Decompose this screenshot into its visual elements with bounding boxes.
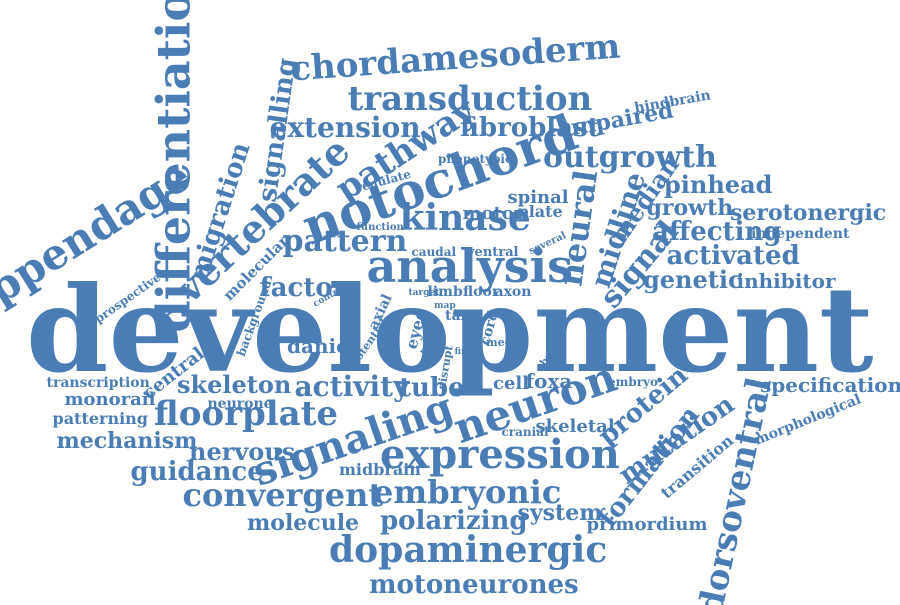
word-activated: activated <box>666 241 800 271</box>
word-expression: expression <box>380 431 620 478</box>
word-function: function <box>356 222 404 233</box>
word-motor: motor <box>462 203 524 224</box>
word-floor: floor <box>463 284 500 300</box>
word-kinase: kinase <box>399 197 531 239</box>
word-pinhead: pinhead <box>664 170 773 199</box>
word-motoneurones: motoneurones <box>369 570 579 600</box>
word-skeletal: skeletal <box>535 416 615 437</box>
word-analysis: analysis <box>366 239 574 293</box>
word-skeleton: skeleton <box>177 370 292 399</box>
word-caudal: caudal <box>411 245 457 259</box>
word-pattern: pattern <box>282 224 408 259</box>
word-foxa: foxa <box>525 369 573 393</box>
word-outgrowth: outgrowth <box>543 140 717 175</box>
word-specification: specification <box>760 373 900 397</box>
word-affecting: affecting <box>652 217 782 247</box>
word-limb: limb <box>427 284 463 300</box>
word-cell: cell <box>493 373 530 394</box>
word-development: development <box>26 260 874 399</box>
word-nervous: nervous <box>189 437 296 466</box>
word-map: map <box>434 300 456 311</box>
word-axon: axon <box>494 284 532 300</box>
word-phenotypic: phenotypic <box>438 152 513 166</box>
word-embryonic: embryonic <box>373 473 562 511</box>
word-monorail: monorail <box>64 389 156 410</box>
word-system: system <box>517 500 603 526</box>
word-neurone: neurone <box>207 396 273 412</box>
word-tube: tube <box>399 373 465 403</box>
word-plate: plate <box>517 202 563 221</box>
word-floorplate: floorplate <box>154 394 339 434</box>
word-ventral: ventral <box>467 244 519 260</box>
word-molecule: molecule <box>247 510 360 536</box>
word-serotonergic: serotonergic <box>730 200 887 226</box>
word-fibroblast: fibroblast <box>460 113 600 143</box>
word-genetic: genetic <box>643 265 743 294</box>
word-spinal: spinal <box>507 187 569 208</box>
word-dopaminergic: dopaminergic <box>329 529 608 571</box>
word-patterning: patterning <box>52 409 148 428</box>
word-transduction: transduction <box>347 79 593 119</box>
word-independent: independent <box>751 226 850 242</box>
word-polarizing: polarizing <box>380 506 528 536</box>
word-extension: extension <box>269 111 421 144</box>
word-transcription: transcription <box>46 375 150 391</box>
word-tail: tail <box>445 308 472 324</box>
word-midbrain: midbrain <box>339 460 421 479</box>
word-growth: growth <box>646 195 734 221</box>
word-guidance: guidance <box>130 457 264 487</box>
word-primordium: primordium <box>586 514 708 535</box>
word-cranial: cranial <box>501 425 549 439</box>
word-danio: danio <box>287 334 350 358</box>
word-target: target <box>408 287 440 298</box>
word-convergent: convergent <box>182 476 384 514</box>
word-fin: fin <box>454 346 468 357</box>
word-factor: factor <box>259 273 347 303</box>
word-medial: medial <box>486 335 528 349</box>
word-embryo: embryo <box>608 375 659 389</box>
word-inhibitor: inhibitor <box>736 269 836 293</box>
word-activity: activity <box>294 370 410 403</box>
word-chordamesoderm: chordamesoderm <box>288 26 622 90</box>
word-mechanism: mechanism <box>56 428 198 454</box>
